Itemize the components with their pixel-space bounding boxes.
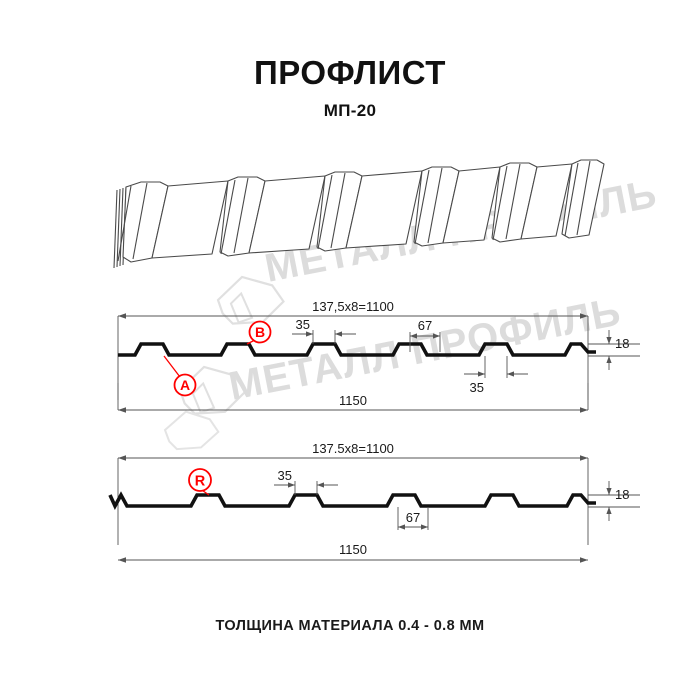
iso-edge-line-3 — [119, 187, 124, 267]
marker-a-circle — [173, 373, 197, 397]
iso-valley-3 — [345, 170, 423, 249]
dim-label-rib-top-1b: 35 — [470, 380, 484, 395]
iso-rib-4-crease — [414, 169, 430, 245]
iso-rib-3-crease — [317, 174, 333, 250]
iso-rib-5-crease — [492, 165, 508, 241]
dim-label-overall-width-1: 1150 — [339, 393, 367, 408]
iso-rib-3-crease-b — [330, 172, 346, 249]
dim-label-rib-top-1: 35 — [296, 317, 310, 332]
iso-valley-4 — [442, 166, 501, 244]
dim-label-pitch-total-2: 137.5x8=1100 — [312, 441, 394, 456]
dim-height-1 — [588, 330, 640, 370]
dim-pitch-total-2 — [118, 455, 588, 461]
marker-b-label: B — [255, 324, 265, 340]
watermark-logo-icon-3 — [163, 410, 220, 451]
thickness-note: ТОЛЩИНА МАТЕРИАЛА 0.4 - 0.8 ММ — [215, 618, 485, 634]
dim-rib-top-1b — [464, 356, 528, 378]
iso-rib-4-crease-b — [427, 167, 443, 244]
iso-rib-6-crease — [564, 162, 579, 237]
iso-edge-line-1 — [113, 189, 118, 269]
iso-rib-2-crease-b — [233, 177, 249, 254]
iso-valley-1 — [151, 180, 229, 259]
marker-r-label: R — [195, 474, 206, 490]
dim-label-height-1: 18 — [615, 336, 629, 351]
iso-rib-6-crease-b — [576, 160, 591, 236]
marker-a-label: A — [180, 377, 190, 393]
profile-outline-top — [118, 342, 596, 357]
model-label: МП-20 — [323, 101, 377, 120]
watermark-logo-inner-2 — [191, 381, 216, 414]
marker-r-circle — [188, 468, 212, 492]
dim-label-rib-top-2: 35 — [278, 468, 292, 483]
iso-rib-2-crease — [220, 179, 236, 255]
iso-valley-5 — [520, 163, 573, 240]
iso-rib-1-crease-b — [132, 182, 148, 260]
dim-overall-width-1 — [118, 407, 588, 413]
iso-rib-1-crease — [117, 185, 132, 262]
dim-rib-top-1 — [292, 330, 356, 344]
marker-r[interactable]: R — [188, 468, 212, 496]
watermark-logo-icon-2 — [178, 365, 247, 415]
profile-outline-bottom — [108, 491, 596, 511]
dim-rib-top-2 — [274, 481, 338, 495]
marker-b-circle — [248, 320, 272, 344]
dim-label-overall-width-2: 1150 — [339, 542, 367, 557]
iso-valley-2 — [248, 175, 326, 254]
dim-label-height-2: 18 — [615, 487, 629, 502]
dim-overall-width-2 — [118, 557, 588, 563]
dim-label-rib-base-2: 67 — [406, 510, 420, 525]
dim-rib-base-1 — [409, 332, 441, 352]
marker-b[interactable]: B — [246, 320, 272, 345]
iso-edge-line-2 — [116, 188, 121, 268]
iso-rib-5-crease-b — [505, 163, 521, 240]
dim-pitch-total-1 — [118, 313, 588, 319]
dim-label-rib-base-1: 67 — [418, 318, 432, 333]
dim-rib-base-2 — [397, 507, 429, 530]
page-title: ПРОФЛИСТ — [254, 54, 446, 91]
marker-a-leader — [163, 355, 181, 378]
marker-a[interactable]: A — [163, 355, 197, 397]
dim-height-2 — [588, 481, 640, 521]
watermark-logo-icon — [216, 275, 285, 325]
dim-label-pitch-total-1: 137,5x8=1100 — [312, 299, 394, 314]
